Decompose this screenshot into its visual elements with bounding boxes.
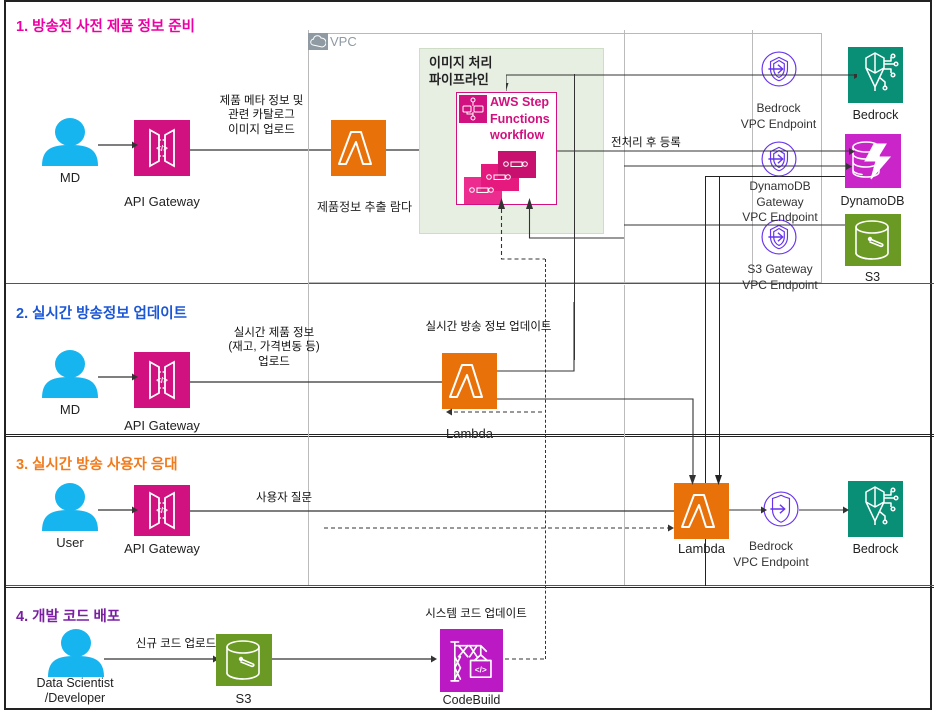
svg-text:</>: </>: [156, 144, 168, 153]
svg-text:</>: </>: [475, 665, 487, 675]
svg-text:</>: </>: [156, 376, 168, 385]
svg-text:</>: </>: [156, 506, 168, 515]
